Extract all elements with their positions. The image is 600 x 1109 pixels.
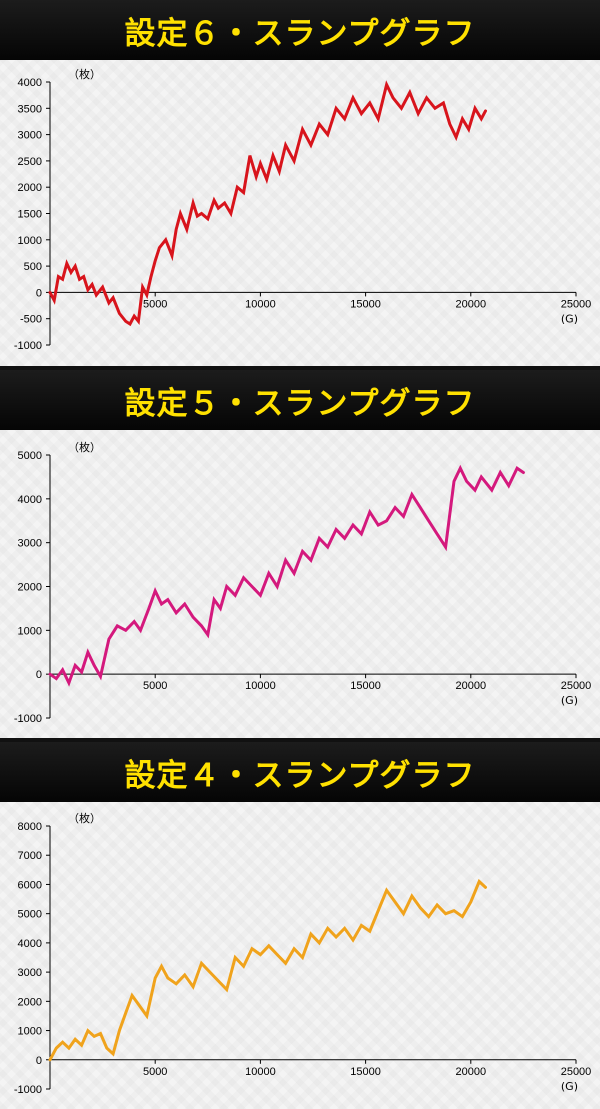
x-tick-label: 10000 xyxy=(245,1066,276,1078)
y-tick-label: -1000 xyxy=(14,340,42,352)
series-line xyxy=(48,80,487,327)
y-tick-label: -1000 xyxy=(14,713,42,725)
y-tick-label: 5000 xyxy=(18,909,42,921)
y-tick-label: 1000 xyxy=(18,625,42,637)
chart-header-setting6: 設定６・スランプグラフ xyxy=(0,0,600,60)
x-tick-label: 15000 xyxy=(350,680,381,692)
x-tick-label: 10000 xyxy=(245,298,276,310)
x-tick-label: 5000 xyxy=(143,298,167,310)
y-tick-label: 6000 xyxy=(18,879,42,891)
y-tick-label: 1000 xyxy=(18,235,42,247)
x-axis-unit: (G) xyxy=(561,694,578,707)
y-tick-label: 1000 xyxy=(18,1026,42,1038)
x-tick-label: 10000 xyxy=(245,680,276,692)
y-axis-unit: （枚） xyxy=(68,67,101,81)
chart-header-setting5: 設定５・スランプグラフ xyxy=(0,370,600,430)
y-axis-unit: （枚） xyxy=(68,440,101,454)
x-tick-label: 25000 xyxy=(561,298,592,310)
y-tick-label: 3000 xyxy=(18,967,42,979)
y-tick-label: 3000 xyxy=(18,538,42,550)
x-tick-label: 25000 xyxy=(561,1066,592,1078)
y-tick-label: 2000 xyxy=(18,582,42,594)
y-tick-label: 3500 xyxy=(18,103,42,115)
y-tick-label: 500 xyxy=(24,261,42,273)
y-tick-label: 5000 xyxy=(18,450,42,462)
y-tick-label: 4000 xyxy=(18,938,42,950)
chart-title-setting6: 設定６・スランプグラフ xyxy=(124,15,476,52)
x-tick-label: 5000 xyxy=(143,680,167,692)
y-tick-label: -500 xyxy=(20,314,42,326)
x-tick-label: 20000 xyxy=(456,1066,487,1078)
y-tick-label: 2000 xyxy=(18,182,42,194)
y-tick-label: 2000 xyxy=(18,996,42,1008)
y-tick-label: 3000 xyxy=(18,130,42,142)
chart-title-setting5: 設定５・スランプグラフ xyxy=(124,385,476,422)
x-tick-label: 5000 xyxy=(143,1066,167,1078)
y-tick-label: 4000 xyxy=(18,494,42,506)
chart-header-setting4: 設定４・スランプグラフ xyxy=(0,742,600,802)
chart-panel-setting6: 4000 3500 3000 2500 2000 1500 1000 500 0 -500 -100… xyxy=(0,60,600,366)
chart-title-setting4: 設定４・スランプグラフ xyxy=(124,757,476,794)
x-tick-label: 15000 xyxy=(350,1066,381,1078)
y-tick-label: 7000 xyxy=(18,850,42,862)
y-tick-label: 2500 xyxy=(18,156,42,168)
x-axis-unit: (G) xyxy=(561,1080,578,1093)
series-line xyxy=(48,878,487,1062)
y-tick-label: 4000 xyxy=(18,77,42,89)
y-axis-unit: （枚） xyxy=(68,811,101,825)
x-axis-unit: (G) xyxy=(561,312,578,325)
x-tick-label: 15000 xyxy=(350,298,381,310)
x-tick-label: 20000 xyxy=(456,680,487,692)
series-line xyxy=(48,464,525,687)
y-tick-label: 1500 xyxy=(18,209,42,221)
slump-graph-setting4: 800070006000500040003000200010000-100050… xyxy=(14,811,592,1096)
x-tick-label: 25000 xyxy=(561,680,592,692)
y-tick-label: 8000 xyxy=(18,821,42,833)
y-tick-label: 0 xyxy=(36,669,42,681)
chart-panel-setting5: 5000 4000 3000 2000 1000 0 -1000 5000 10000 15000… xyxy=(0,430,600,738)
y-tick-label: 0 xyxy=(36,1055,42,1067)
y-tick-label: -1000 xyxy=(14,1084,42,1096)
x-tick-label: 20000 xyxy=(456,298,487,310)
y-tick-label: 0 xyxy=(36,287,42,299)
slump-graph-setting6: 40003500300025002000150010005000-500-100… xyxy=(14,67,592,352)
chart-panel-setting4: 8000 7000 6000 5000 4000 3000 2000 1000 0 -1000 50… xyxy=(0,802,600,1109)
